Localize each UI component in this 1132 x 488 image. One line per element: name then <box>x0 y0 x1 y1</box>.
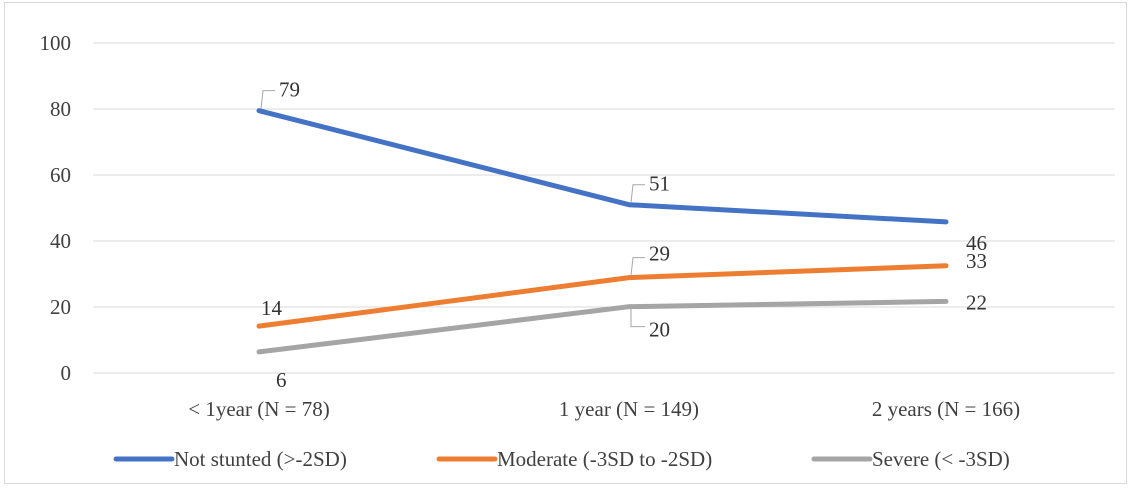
label-leader-line <box>630 257 645 276</box>
label-leaders <box>260 90 645 328</box>
series-line-severe <box>256 298 949 355</box>
data-label: 22 <box>966 290 987 314</box>
data-labels: 79 51 46 14 29 33 6 20 22 <box>261 78 987 392</box>
gridlines <box>93 42 1115 374</box>
y-tick-label: 40 <box>50 229 71 253</box>
y-tick-label: 100 <box>40 31 72 55</box>
data-label: 14 <box>261 296 283 320</box>
x-tick-label: 1 year (N = 149) <box>559 397 699 421</box>
axes: 0 20 40 60 80 100 < 1year (N = 78) 1 year (N = … <box>40 31 1021 421</box>
y-tick-label: 60 <box>50 163 71 187</box>
series-line-moderate <box>256 263 949 329</box>
data-label: 29 <box>649 242 670 266</box>
y-tick-label: 0 <box>61 361 72 385</box>
y-tick-label: 80 <box>50 97 71 121</box>
x-tick-label: 2 years (N = 166) <box>872 397 1020 421</box>
label-leader-line <box>260 90 275 109</box>
y-tick-label: 20 <box>50 295 71 319</box>
legend-label: Severe (< -3SD) <box>872 447 1010 471</box>
label-leader-line <box>630 308 645 328</box>
data-label: 79 <box>279 78 300 102</box>
data-label: 46 <box>966 231 987 255</box>
legend-label: Not stunted (>-2SD) <box>174 447 347 471</box>
legend: Not stunted (>-2SD) Moderate (-3SD to -2S… <box>113 447 1010 471</box>
chart-frame <box>4 2 1127 484</box>
series-line-not-stunted <box>256 108 949 225</box>
legend-label: Moderate (-3SD to -2SD) <box>497 447 712 471</box>
data-label: 20 <box>649 318 670 342</box>
data-label: 6 <box>276 368 287 392</box>
label-leader-line <box>630 184 645 203</box>
data-label: 51 <box>649 172 670 196</box>
data-label: 33 <box>966 249 987 273</box>
series-lines <box>256 108 949 355</box>
x-tick-label: < 1year (N = 78) <box>188 397 329 421</box>
